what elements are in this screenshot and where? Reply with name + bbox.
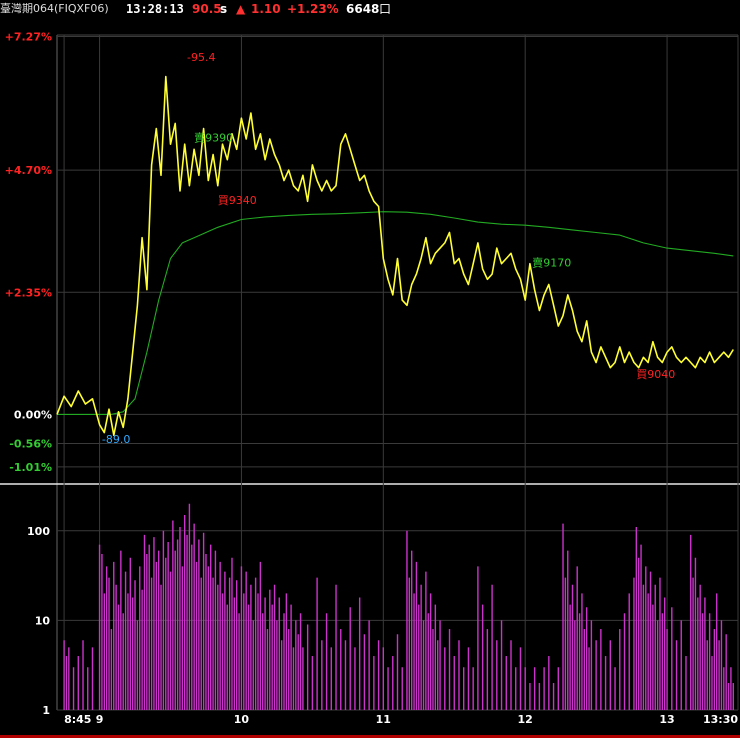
x-tick-label: 11 <box>376 713 391 726</box>
x-tick-label: 13 <box>659 713 674 726</box>
x-tick-label: 9 <box>96 713 104 726</box>
volume-bars <box>63 503 734 710</box>
quote-header: 臺灣期064(FIQXF06) 13:28:13 90.5 s ▲ 1.10 +… <box>0 0 740 18</box>
y-tick-label: +4.70% <box>5 164 52 177</box>
x-tick-label: 10 <box>234 713 250 726</box>
y-tick-label: +2.35% <box>5 286 52 299</box>
volume-tick-label: 10 <box>35 614 51 627</box>
chart-annotation: 賣9390 <box>194 131 233 145</box>
price-change-percent: +1.23% <box>287 2 339 16</box>
chart-annotation: -95.4 <box>187 51 215 64</box>
bottom-status-bar <box>0 735 740 738</box>
x-tick-label: 12 <box>518 713 533 726</box>
y-tick-label: 0.00% <box>14 408 52 421</box>
chart-annotation: 買9040 <box>636 368 675 381</box>
chart-annotation: -89.0 <box>102 433 130 446</box>
last-price: 90.5 <box>192 2 222 16</box>
intraday-chart[interactable]: 8:45 9 10 11 12 13 13:30 +7.27% +4.70% +2.35% 0.00… <box>0 18 740 735</box>
price-series-line <box>56 75 734 437</box>
instrument-name[interactable]: 臺灣期064(FIQXF06) <box>0 2 109 15</box>
price-unit: s <box>220 2 228 16</box>
y-tick-label: -0.56% <box>9 438 52 451</box>
x-tick-label: 8:45 <box>64 713 91 726</box>
total-volume: 6648 <box>346 2 380 16</box>
annotations: -95.4 賣9390 買9340 賣9170 買9040 -89.0 <box>102 51 675 446</box>
volume-unit: 口 <box>379 2 392 16</box>
volume-tick-label: 1 <box>42 704 50 717</box>
price-line <box>56 75 734 437</box>
chart-annotation: 賣9170 <box>532 255 571 269</box>
quote-time: 13:28:13 <box>126 2 184 16</box>
x-tick-label: 13:30 <box>703 713 738 726</box>
y-tick-label: +7.27% <box>5 31 52 44</box>
average-line <box>57 211 734 415</box>
y-tick-label: -1.01% <box>9 461 52 474</box>
price-change: 1.10 <box>251 2 281 16</box>
chart-annotation: 買9340 <box>218 194 257 207</box>
axis-labels: 8:45 9 10 11 12 13 13:30 +7.27% +4.70% +2.35% 0.00… <box>5 31 739 726</box>
volume-tick-label: 100 <box>27 525 50 538</box>
up-arrow-icon: ▲ <box>236 2 246 16</box>
average-series-line <box>57 211 734 415</box>
